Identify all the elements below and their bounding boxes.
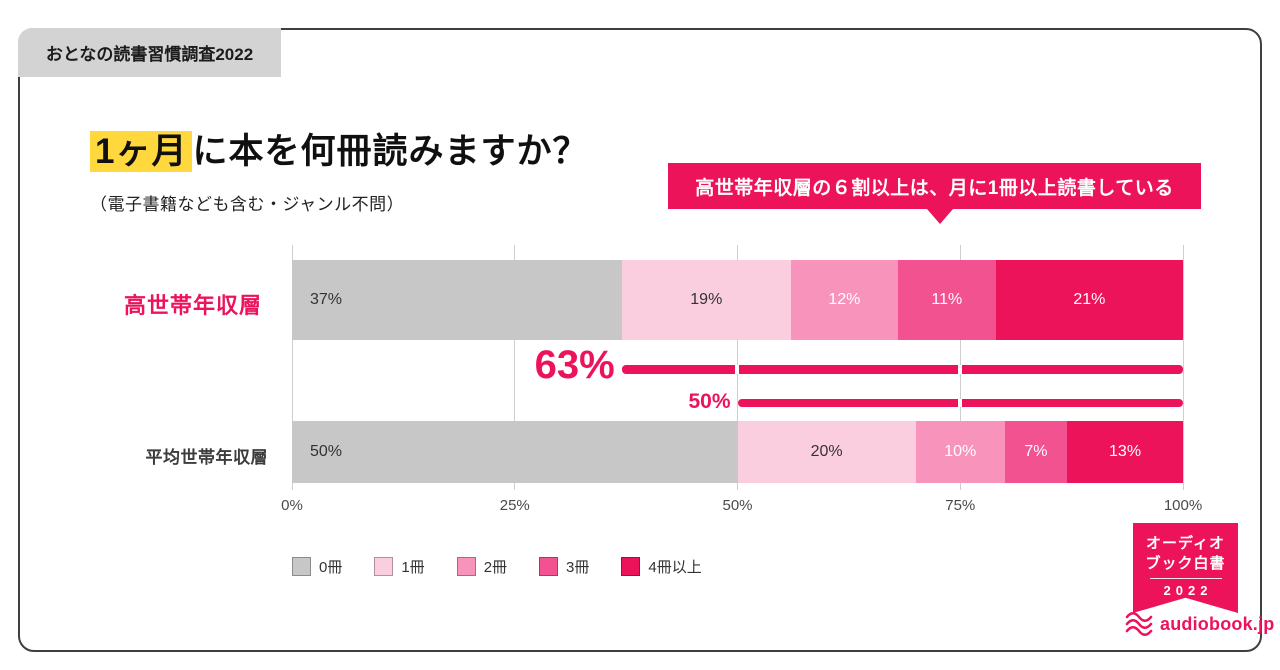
bar-segment: 12% [790, 260, 898, 340]
bar-row: 50% 20% 10% 7% 13% [292, 421, 1183, 483]
segment-value-label: 12% [828, 291, 861, 308]
legend-label: 1冊 [401, 559, 425, 576]
insight-callout: 高世帯年収層の６割以上は、月に1冊以上読書している [668, 163, 1201, 224]
legend-swatch [374, 557, 394, 576]
ribbon-title-line-1: オーディオ [1146, 535, 1225, 552]
row-label-average-income: 平均世帯年収層 [145, 448, 268, 467]
axis-tick-label: 50% [722, 497, 753, 514]
legend: 0冊 1冊 2冊 3冊 4冊以上 [292, 556, 702, 577]
row-label-high-income: 高世帯年収層 [123, 293, 262, 318]
axis-tick-label: 100% [1163, 497, 1203, 514]
segment-value-label: 13% [1109, 443, 1142, 460]
gridline-gap [735, 365, 740, 374]
title-highlight: 1ヶ月 [90, 131, 193, 172]
bar-segment: 7% [1004, 421, 1068, 483]
axis-tick-label: 0% [281, 497, 303, 514]
bar-segment: 20% [737, 421, 916, 483]
legend-item: 4冊以上 [621, 556, 702, 577]
segment-value-label: 19% [690, 291, 723, 308]
legend-swatch [292, 557, 311, 576]
page-title: 1ヶ月 に本を何冊読みますか？ [90, 130, 588, 174]
segment-value-label: 11% [931, 291, 963, 308]
bar-segment: 37% [292, 260, 622, 340]
card-frame [18, 28, 1262, 652]
legend-label: 2冊 [483, 559, 508, 576]
bar-segment: 19% [621, 260, 791, 340]
legend-swatch [539, 557, 559, 576]
legend-swatch [456, 557, 476, 576]
legend-item: 2冊 [456, 556, 508, 577]
audiobook-wordmark-text: audiobook.jp [1160, 613, 1275, 634]
title-rest: に本を何冊読みますか？ [192, 132, 589, 171]
gridline [291, 245, 293, 490]
bar-row: 37% 19% 12% 11% 21% [292, 260, 1183, 340]
segment-value-label: 37% [310, 291, 343, 308]
ribbon-year: 2022 [1163, 583, 1213, 598]
survey-tab: おとなの読書習慣調査2022 [18, 28, 281, 77]
legend-label: 0冊 [319, 559, 343, 576]
segment-value-label: 50% [310, 443, 343, 460]
legend-item: 1冊 [374, 556, 425, 577]
segment-value-label: 10% [944, 443, 977, 460]
segment-value-label: 7% [1024, 443, 1048, 460]
annotation-line [737, 399, 1183, 407]
annotation-line [621, 365, 1183, 374]
callout-pointer [927, 209, 953, 224]
insight-callout-text: 高世帯年収層の６割以上は、月に1冊以上読書している [695, 177, 1174, 199]
axis-tick-label: 75% [945, 497, 976, 514]
gridline [1182, 245, 1184, 490]
segment-value-label: 21% [1073, 291, 1106, 308]
legend-swatch [621, 557, 641, 576]
ribbon-title-line-2: ブック白書 [1145, 554, 1226, 572]
annotation-label: 50% [688, 390, 731, 413]
bar-segment: 13% [1067, 421, 1183, 483]
annotation-label: 63% [534, 343, 615, 387]
gridline-gap [958, 399, 963, 407]
segment-value-label: 20% [810, 443, 843, 460]
bar-segment: 10% [915, 421, 1005, 483]
legend-label: 3冊 [566, 559, 590, 576]
bar-segment: 11% [897, 260, 996, 340]
legend-item: 0冊 [292, 556, 342, 577]
gridline [514, 245, 516, 490]
title-subtitle: （電子書籍なども含む・ジャンル不問） [90, 195, 405, 214]
bar-segment: 21% [995, 260, 1183, 340]
bar-segment: 50% [292, 421, 738, 483]
ribbon-divider [1149, 578, 1222, 579]
book-waves-icon [1125, 611, 1153, 637]
survey-tab-label: おとなの読書習慣調査2022 [45, 45, 254, 64]
gridline-gap [958, 365, 963, 374]
legend-label: 4冊以上 [648, 559, 702, 576]
audiobook-wordmark: audiobook.jp [1124, 611, 1274, 637]
axis-tick-label: 25% [499, 497, 530, 514]
legend-item: 3冊 [539, 556, 589, 577]
